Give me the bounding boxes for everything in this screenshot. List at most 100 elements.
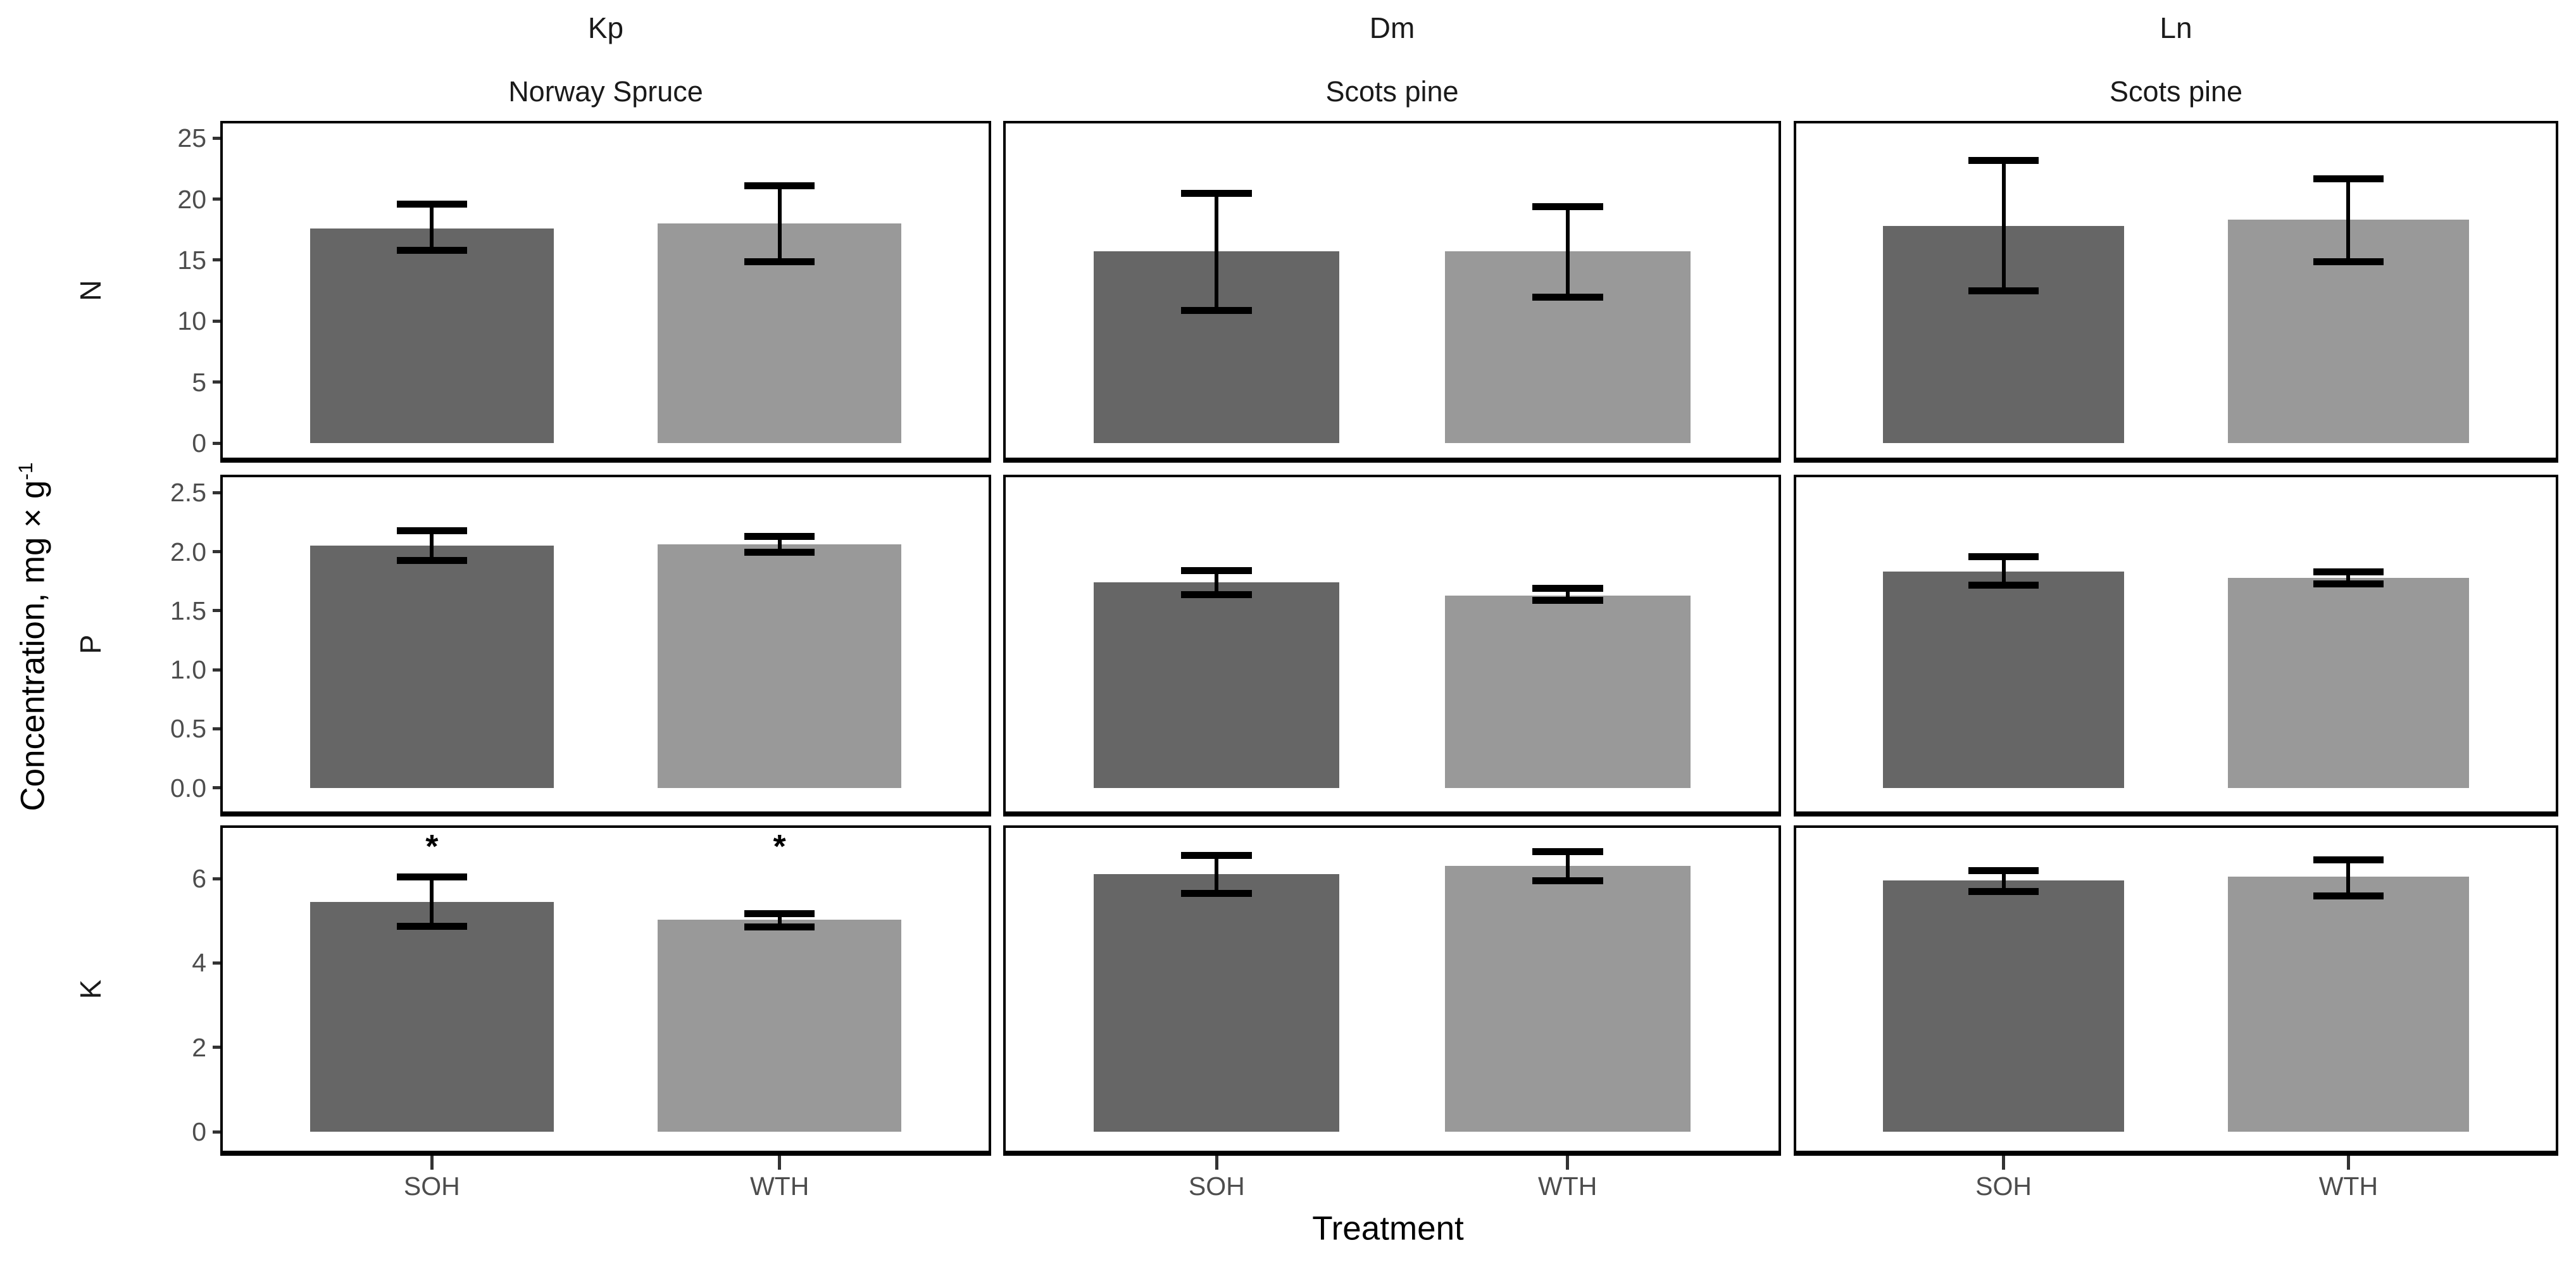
y-tick-label: 1.0 [170,655,206,685]
x-tick-mark [2002,1156,2006,1170]
row-facet-label-K: K [74,979,107,999]
bar-SOH-K-Dm [1094,874,1340,1132]
error-bar-stem [2001,870,2006,891]
y-tick-mark [213,550,223,554]
error-bar-cap-bottom [2313,892,2384,899]
error-bar-cap-top [2313,175,2384,182]
y-tick-mark [213,786,223,790]
error-bar-cap-bottom [1181,591,1253,598]
error-bar-cap-bottom [396,556,467,564]
y-tick-mark [213,877,223,880]
x-tick-mark [778,1156,782,1170]
panel-K-Ln [1794,825,2558,1156]
y-tick-mark [213,1130,223,1134]
error-bar-stem [1215,192,1219,310]
x-tick-label-WTH-Kp: WTH [749,1172,810,1201]
x-axis-title: Treatment [1312,1210,1464,1248]
panel-N-Ln [1794,121,2558,463]
error-bar-stem [2346,572,2351,584]
x-tick-mark [1566,1156,1570,1170]
y-tick-mark [213,609,223,613]
y-tick-label: 0 [192,1117,206,1146]
significance-asterisk: * [425,829,439,865]
error-bar-cap-bottom [2313,580,2384,587]
error-bar-cap-top [396,873,467,880]
y-tick-mark [213,441,223,445]
error-bar-stem [777,913,782,927]
bar-WTH-K-Dm [1444,866,1691,1132]
y-axis-title-text: Concentration, mg × g [14,480,52,811]
x-tick-label-SOH-Dm: SOH [1188,1172,1245,1201]
y-tick-mark [213,380,223,384]
error-bar-cap-bottom [396,922,467,930]
bar-WTH-P-Dm [1444,595,1691,788]
x-tick-mark [430,1156,434,1170]
x-tick-label-SOH-Ln: SOH [1975,1172,2032,1201]
y-tick-mark [213,197,223,201]
panel-P-Dm [1003,475,1781,817]
error-bar-stem [1215,570,1219,594]
panel-N-Kp [220,121,991,463]
error-bar-cap-bottom [1532,597,1603,604]
col-facet-sublabel-Ln: Scots pine [2109,75,2243,108]
y-tick-mark [213,319,223,323]
error-bar-cap-bottom [1181,890,1253,898]
error-bar-stem [430,530,434,560]
y-tick-mark [213,491,223,494]
col-facet-sublabel-Kp: Norway Spruce [508,75,703,108]
panel-P-Ln [1794,475,2558,817]
significance-asterisk: * [773,829,786,865]
error-bar-cap-bottom [1968,287,2039,295]
y-tick-label: 1.5 [170,596,206,625]
error-bar-cap-top [744,533,815,541]
x-tick-mark [2346,1156,2350,1170]
error-bar-cap-top [1181,852,1253,860]
y-tick-label: 0.5 [170,714,206,744]
error-bar-cap-bottom [1968,581,2039,589]
error-bar-cap-bottom [1181,306,1253,314]
panel-P-Kp [220,475,991,817]
row-facet-label-P: P [74,634,107,654]
y-tick-label: 25 [177,123,206,153]
error-bar-cap-bottom [744,548,815,556]
error-bar-cap-bottom [1968,888,2039,895]
y-tick-label: 6 [192,864,206,893]
error-bar-stem [2346,178,2351,261]
y-tick-mark [213,961,223,965]
error-bar-stem [777,536,782,552]
error-bar-stem [777,185,782,261]
col-facet-sublabel-Dm: Scots pine [1325,75,1459,108]
y-tick-label: 0.0 [170,773,206,803]
y-tick-mark [213,136,223,140]
error-bar-cap-top [1532,203,1603,211]
error-bar-stem [2001,160,2006,291]
row-facet-label-N: N [74,280,107,301]
error-bar-stem [1565,588,1570,601]
error-bar-cap-top [1968,867,2039,874]
y-tick-label: 0 [192,429,206,458]
panel-K-Kp [220,825,991,1156]
error-bar-cap-top [1968,156,2039,164]
error-bar-cap-top [744,910,815,917]
bar-SOH-N-Kp [309,228,554,444]
panel-N-Dm [1003,121,1781,463]
x-tick-label-SOH-Kp: SOH [403,1172,460,1201]
error-bar-stem [2001,556,2006,585]
y-tick-label: 10 [177,306,206,336]
y-tick-mark [213,668,223,672]
error-bar-stem [430,204,434,251]
error-bar-cap-top [396,201,467,208]
bar-SOH-K-Ln [1882,880,2125,1132]
error-bar-cap-top [2313,856,2384,863]
error-bar-cap-top [396,527,467,534]
y-tick-label: 20 [177,184,206,214]
error-bar-cap-top [1968,553,2039,560]
panel-K-Dm [1003,825,1781,1156]
x-tick-label-WTH-Dm: WTH [1537,1172,1597,1201]
error-bar-cap-bottom [1532,877,1603,885]
y-tick-label: 2.0 [170,537,206,566]
bar-WTH-K-Ln [2227,876,2470,1132]
error-bar-cap-top [2313,568,2384,576]
y-tick-label: 15 [177,245,206,275]
bar-WTH-K-Kp [658,920,902,1132]
